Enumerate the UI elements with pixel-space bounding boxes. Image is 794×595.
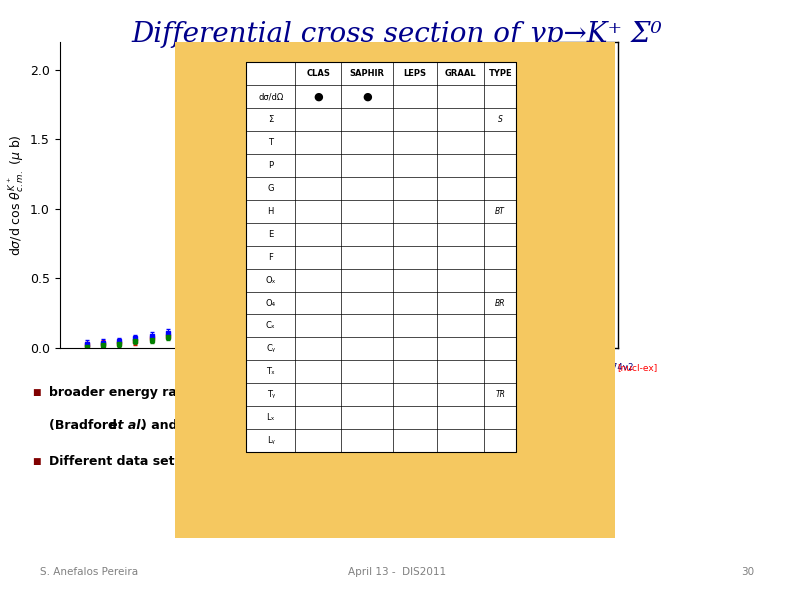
Text: 04: 04 [561,121,576,134]
Text: ■: ■ [32,388,40,397]
Text: S. Anefalos Pereira: S. Anefalos Pereira [40,568,138,577]
Text: Phys. Rev. C: Phys. Rev. C [542,375,597,384]
Text: ●: ● [314,92,323,102]
Text: 2.8: 2.8 [553,378,580,393]
Text: [nucl-ex]: [nucl-ex] [618,363,658,372]
Text: Tₓ: Tₓ [266,367,276,376]
Text: data set.: data set. [259,419,330,432]
Text: dσ/dΩ: dσ/dΩ [258,92,283,101]
Text: TR: TR [495,390,505,399]
Text: G: G [268,184,274,193]
Text: CLAS 2010: CLAS 2010 [194,419,269,432]
Text: CLAS: CLAS [306,70,330,79]
Text: Tᵧ: Tᵧ [267,390,275,399]
Text: S: S [498,115,503,124]
Text: BR: BR [495,299,506,308]
Text: BT: BT [495,207,505,216]
Text: et al.: et al. [109,419,145,432]
Text: broader energy range, better statistics, good agreement between: broader energy range, better statistics,… [49,386,518,399]
Text: O₄: O₄ [266,299,276,308]
Text: Cᵧ: Cᵧ [266,345,276,353]
Text: Lᵧ: Lᵧ [267,436,275,445]
Y-axis label: d$\sigma$/d cos $\theta^{K^+}_{c.m.}$ ($\mu$ b): d$\sigma$/d cos $\theta^{K^+}_{c.m.}$ ($… [6,134,25,256]
Text: CLAS 2006: CLAS 2006 [391,386,465,399]
Text: Different data set, different trigger, different analysis chain: Different data set, different trigger, d… [49,455,471,468]
Text: arXiv:1006.0374v2: arXiv:1006.0374v2 [542,363,634,372]
Text: T: T [268,138,273,147]
Text: 30: 30 [741,568,754,577]
Text: P: P [268,161,273,170]
Text: Oₓ: Oₓ [265,275,276,284]
Text: ■: ■ [32,456,40,466]
Text: ) and new: ) and new [141,419,214,432]
Text: LEPS: LEPS [403,70,426,79]
Text: ●: ● [362,92,372,102]
Text: TYPE: TYPE [488,70,512,79]
Text: SAPHIR: SAPHIR [349,70,385,79]
Text: E: E [268,230,273,239]
Text: Differential cross section of γp→K⁺ Σ⁰: Differential cross section of γp→K⁺ Σ⁰ [132,21,662,48]
Text: April 13 -  DIS2011: April 13 - DIS2011 [348,568,446,577]
Text: H: H [268,207,274,216]
Text: (Bradford: (Bradford [49,419,121,432]
Text: GRAAL: GRAAL [445,70,476,79]
Text: Σ: Σ [268,115,273,124]
Text: Lₓ: Lₓ [267,413,275,422]
Text: F: F [268,253,273,262]
Text: Cₓ: Cₓ [266,321,276,330]
